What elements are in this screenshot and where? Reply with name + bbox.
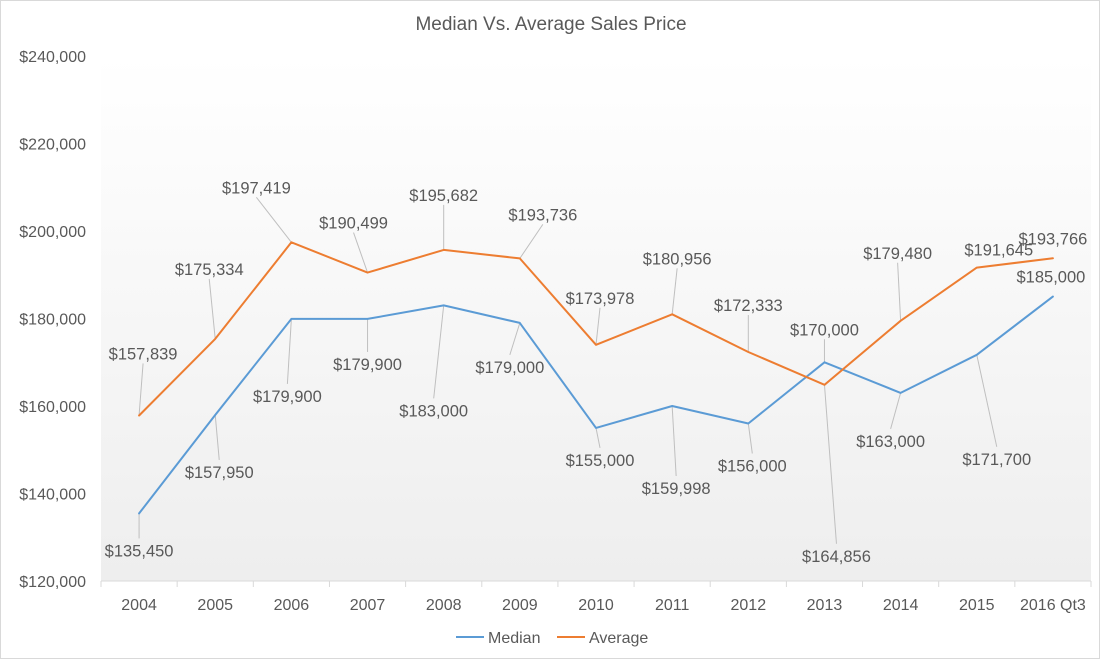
data-label-average: $193,766 <box>1019 230 1088 248</box>
data-label-median: $179,000 <box>475 359 544 377</box>
legend-label-average: Average <box>589 630 648 647</box>
x-tick-label: 2005 <box>197 597 233 614</box>
data-label-average: $172,333 <box>714 297 783 315</box>
label-leader-line <box>519 224 544 259</box>
data-label-median: $183,000 <box>399 402 468 420</box>
y-tick-label: $160,000 <box>19 399 86 416</box>
data-label-median: $135,450 <box>105 542 174 560</box>
data-label-average: $164,856 <box>802 548 871 566</box>
chart-title: Median Vs. Average Sales Price <box>415 14 686 35</box>
y-tick-label: $120,000 <box>19 574 86 591</box>
y-tick-label: $240,000 <box>19 49 86 66</box>
x-tick-label: 2007 <box>350 597 386 614</box>
data-label-median: $170,000 <box>790 321 859 339</box>
label-leader-line <box>976 354 998 447</box>
y-tick-label: $180,000 <box>19 312 86 329</box>
data-label-average: $173,978 <box>566 290 635 308</box>
data-label-median: $157,950 <box>185 464 254 482</box>
label-leader-line <box>890 392 902 430</box>
label-leader-line <box>433 305 445 399</box>
x-tick-label: 2015 <box>959 597 995 614</box>
data-label-average: $190,499 <box>319 215 388 233</box>
label-leader-line <box>138 363 144 416</box>
label-leader-line <box>897 262 902 321</box>
label-leader-line <box>671 405 677 477</box>
label-leader-line <box>214 414 220 461</box>
x-tick-label: 2012 <box>731 597 767 614</box>
x-tick-label: 2010 <box>578 597 614 614</box>
x-tick-label: 2016 Qt3 <box>1020 597 1086 614</box>
data-label-average: $180,956 <box>643 250 712 268</box>
series-line-average <box>138 241 1054 417</box>
label-leader-line <box>208 278 216 339</box>
data-label-median: $185,000 <box>1017 269 1086 287</box>
data-label-median: $171,700 <box>962 451 1031 469</box>
data-label-median: $163,000 <box>856 433 925 451</box>
y-tick-label: $220,000 <box>19 137 86 154</box>
data-label-average: $175,334 <box>175 261 244 279</box>
label-leader-line <box>747 423 753 454</box>
x-tick-label: 2014 <box>883 597 919 614</box>
y-tick-label: $200,000 <box>19 224 86 241</box>
label-leader-line <box>255 196 292 243</box>
data-label-average: $157,839 <box>109 345 178 363</box>
x-tick-label: 2006 <box>274 597 310 614</box>
x-tick-label: 2004 <box>121 597 157 614</box>
data-label-median: $155,000 <box>566 452 635 470</box>
x-tick-label: 2013 <box>807 597 843 614</box>
x-tick-label: 2008 <box>426 597 462 614</box>
label-leader-line <box>509 322 521 356</box>
data-label-median: $156,000 <box>718 458 787 476</box>
data-label-average: $191,645 <box>964 242 1033 260</box>
data-label-average: $197,419 <box>222 179 291 197</box>
data-label-average: $193,736 <box>508 206 577 224</box>
x-tick-label: 2009 <box>502 597 538 614</box>
label-leader-line <box>286 318 292 384</box>
plot-area <box>101 56 1091 581</box>
legend-label-median: Median <box>488 630 540 647</box>
data-label-median: $179,900 <box>333 356 402 374</box>
data-label-median: $179,900 <box>253 388 322 406</box>
series-line-median <box>138 295 1054 515</box>
x-tick-label: 2011 <box>655 597 690 614</box>
data-label-average: $179,480 <box>863 245 932 263</box>
y-tick-label: $140,000 <box>19 487 86 504</box>
label-leader-line <box>823 384 837 544</box>
legend: Median Average <box>456 630 648 647</box>
data-label-median: $159,998 <box>642 480 711 498</box>
label-leader-line <box>353 232 369 273</box>
label-leader-line <box>595 427 601 448</box>
label-leader-line <box>671 268 678 315</box>
data-label-average: $195,682 <box>409 187 478 205</box>
label-leader-line <box>595 307 601 345</box>
